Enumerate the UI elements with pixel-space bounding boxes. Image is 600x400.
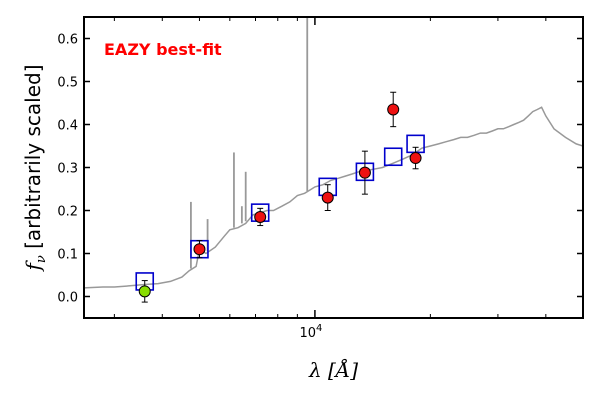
observed-photometry-point (321, 191, 334, 204)
observed-photometry-point (387, 103, 400, 116)
uv-photometry-point (138, 285, 151, 298)
y-tick-label: 0.6 (57, 33, 78, 48)
y-tick-label: 0.4 (57, 119, 78, 134)
plot-area (84, 17, 583, 303)
x-tick-label: 104 (299, 323, 322, 341)
y-tick-label: 0.1 (57, 248, 78, 263)
y-tick-label: 0.5 (57, 76, 78, 91)
y-axis-title: fν [arbitrarily scaled] (21, 64, 49, 272)
observed-photometry-point (254, 210, 267, 223)
annotation-label: EAZY best-fit (104, 40, 222, 59)
y-tick-label: 0.3 (57, 162, 78, 177)
x-axis-title: λ [Å] (308, 357, 358, 382)
observed-photometry-point (409, 152, 422, 165)
model-photometry-square (383, 147, 403, 167)
axis-ticks: 0.0 0.1 0.2 0.3 0.4 0.5 0.6 104 (57, 17, 584, 341)
plot-frame (83, 16, 584, 319)
observed-photometry-point (193, 243, 206, 256)
observed-photometry-point (358, 166, 371, 179)
y-tick-label: 0.2 (57, 205, 78, 220)
y-tick-label: 0.0 (57, 291, 78, 306)
